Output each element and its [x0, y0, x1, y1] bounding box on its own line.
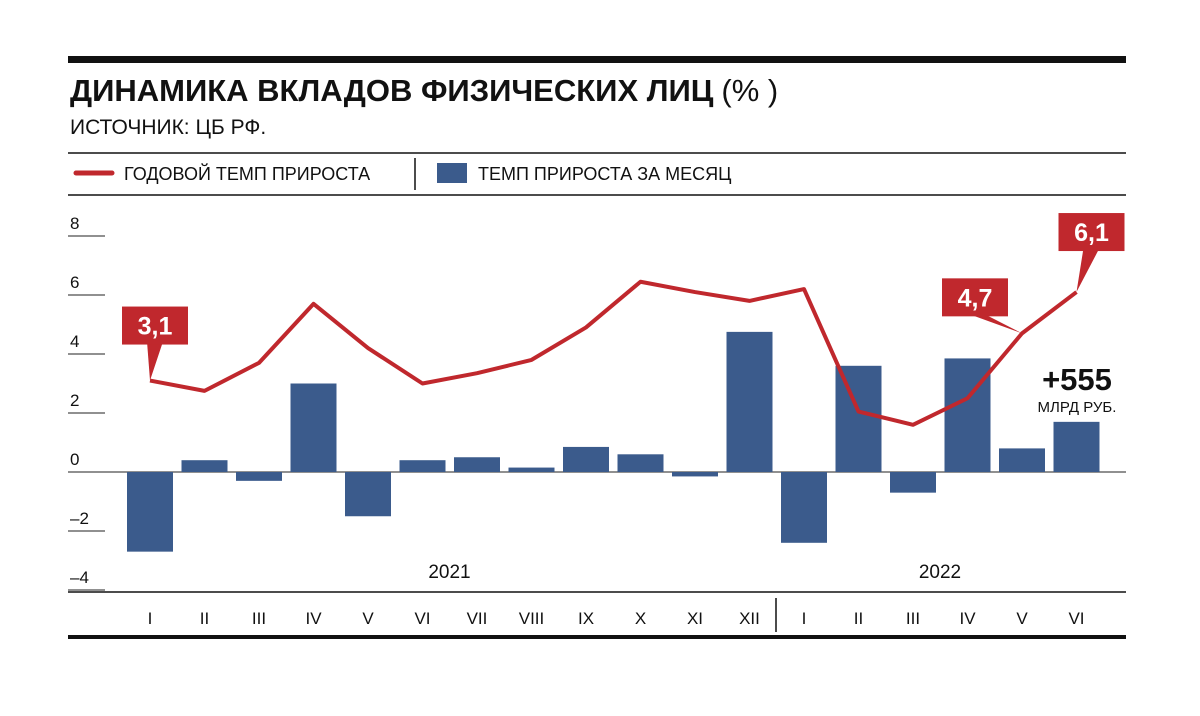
bar: [999, 448, 1045, 472]
top-rule: [68, 56, 1126, 63]
bar: [672, 472, 718, 477]
year-label: 2021: [428, 562, 470, 583]
legend-label: ГОДОВОЙ ТЕМП ПРИРОСТА: [124, 163, 370, 184]
x-tick-label: I: [148, 609, 153, 628]
y-tick-label: –2: [70, 509, 89, 528]
label-box: [942, 278, 1008, 317]
x-tick-label: VI: [1068, 609, 1084, 628]
label-pointer: [147, 341, 163, 381]
x-tick-label: III: [906, 609, 920, 628]
bar: [890, 472, 936, 493]
bar: [454, 457, 500, 472]
bar: [508, 467, 555, 472]
line: [149, 279, 1078, 427]
bar: [399, 460, 446, 472]
bar: [1053, 421, 1100, 472]
data-label: 3,1: [138, 313, 173, 341]
data-label: 6,1: [1074, 219, 1109, 247]
bar: [181, 460, 228, 472]
label-pointer: [1076, 248, 1100, 293]
label-pointer: [967, 313, 1022, 334]
bar: [563, 446, 609, 472]
x-tick-label: VI: [414, 609, 430, 628]
y-tick-label: 8: [70, 214, 79, 233]
bar: [345, 472, 391, 517]
x-tick-label: II: [854, 609, 863, 628]
bar: [944, 358, 991, 472]
x-tick-label: XII: [739, 609, 760, 628]
bar: [236, 472, 282, 481]
bar: [127, 472, 173, 552]
bar: [290, 383, 337, 472]
x-tick-label: IX: [578, 609, 594, 628]
annotation-unit: МЛРД РУБ.: [1038, 399, 1117, 416]
x-tick-label: X: [635, 609, 646, 628]
bar: [617, 454, 664, 472]
bar: [835, 365, 882, 472]
title-text: ДИНАМИКА ВКЛАДОВ ФИЗИЧЕСКИХ ЛИЦ: [70, 73, 714, 108]
title-unit: (% ): [721, 73, 778, 108]
y-tick-label: 2: [70, 391, 79, 410]
y-tick-label: 6: [70, 273, 79, 292]
chart-title: ДИНАМИКА ВКЛАДОВ ФИЗИЧЕСКИХ ЛИЦ (% ): [70, 73, 778, 108]
x-tick-label: V: [1016, 609, 1028, 628]
y-tick-label: 0: [70, 450, 79, 469]
x-tick-label: IV: [305, 609, 322, 628]
x-tick-label: VII: [467, 609, 488, 628]
subtitle: ИСТОЧНИК: ЦБ РФ.: [70, 116, 266, 139]
label-box: [122, 306, 188, 345]
x-tick-label: V: [362, 609, 374, 628]
year-label: 2022: [919, 562, 961, 583]
data-label: 4,7: [958, 284, 993, 312]
x-tick-label: XI: [687, 609, 703, 628]
annotation-value: +555: [1042, 362, 1112, 397]
x-tick-label: II: [200, 609, 209, 628]
x-tick-label: IV: [959, 609, 976, 628]
bar: [726, 331, 773, 472]
bottom-rule: [68, 635, 1126, 639]
y-tick-label: 4: [70, 332, 79, 351]
legend-swatch: [437, 163, 467, 183]
x-tick-label: I: [802, 609, 807, 628]
label-box: [1058, 213, 1125, 252]
bar: [781, 472, 827, 543]
legend-label: ТЕМП ПРИРОСТА ЗА МЕСЯЦ: [478, 164, 731, 184]
x-tick-label: VIII: [519, 609, 545, 628]
y-tick-label: –4: [70, 568, 89, 587]
x-tick-label: III: [252, 609, 266, 628]
